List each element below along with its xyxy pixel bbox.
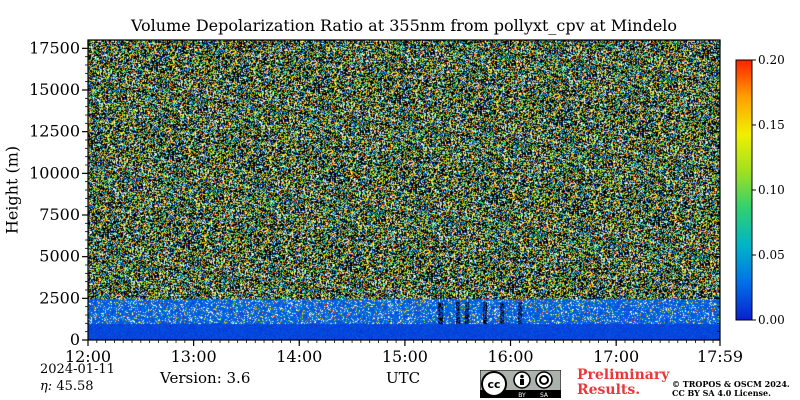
- x-tick-label: 17:59: [697, 347, 743, 366]
- colorbar-tick-label: 0.00: [758, 313, 785, 327]
- version-label: Version: 3.6: [160, 369, 251, 387]
- colorbar-tick-label: 0.10: [758, 183, 785, 197]
- colorbar-tick-label: 0.20: [758, 53, 785, 67]
- y-tick-label: 12500: [29, 122, 80, 141]
- x-tick-label: 14:00: [276, 347, 322, 366]
- cc-icon: [481, 371, 507, 397]
- heatmap: [88, 40, 720, 340]
- copyright-line-2: CC BY SA 4.0 License.: [672, 388, 771, 398]
- sa-icon: [535, 371, 553, 389]
- sa-text: SA: [540, 392, 549, 398]
- x-axis-label: UTC: [386, 369, 421, 387]
- y-axis-label: Height (m): [2, 145, 22, 235]
- y-axis: 0 2500 5000 7500 10000 12500 15000 17500: [29, 38, 720, 349]
- cc-text: cc: [487, 378, 500, 391]
- x-tick-label: 17:00: [593, 347, 639, 366]
- x-tick-label: 15:00: [382, 347, 428, 366]
- preliminary-notice: Preliminary Results.: [577, 368, 669, 398]
- y-tick-label: 2500: [39, 288, 80, 307]
- eta-value: 45.58: [56, 379, 94, 394]
- chart-title: Volume Depolarization Ratio at 355nm fro…: [130, 16, 678, 35]
- colorbar: 0.00 0.05 0.10 0.15 0.20: [735, 53, 785, 327]
- y-tick-label: 17500: [29, 38, 80, 57]
- preliminary-line-1: Preliminary: [577, 367, 670, 383]
- y-tick-label: 5000: [39, 247, 80, 266]
- y-tick-label: 7500: [39, 205, 80, 224]
- colorbar-gradient: [735, 59, 753, 321]
- x-tick-label: 13:00: [171, 347, 217, 366]
- eta-label: η: 45.58: [40, 379, 94, 394]
- heatmap-image: [88, 40, 720, 340]
- y-tick-label: 0: [70, 330, 80, 349]
- y-tick-label: 15000: [29, 80, 80, 99]
- x-tick-label: 12:00: [65, 347, 111, 366]
- x-axis: 12:00 13:00 14:00 15:00 16:00 17:00 17:59: [65, 40, 743, 366]
- eta-symbol: η:: [40, 379, 53, 394]
- copyright-notice: © TROPOS & OSCM 2024. CC BY SA 4.0 Licen…: [672, 380, 790, 398]
- x-tick-label: 16:00: [487, 347, 533, 366]
- copyright-line-1: © TROPOS & OSCM 2024.: [672, 379, 790, 389]
- cc-by-sa-badge: cc BY SA: [480, 370, 561, 398]
- date-label: 2024-01-11: [40, 362, 115, 377]
- y-tick-label: 10000: [29, 163, 80, 182]
- colorbar-tick-label: 0.15: [758, 118, 785, 132]
- colorbar-tick-label: 0.05: [758, 248, 785, 262]
- by-text: BY: [518, 392, 526, 398]
- preliminary-line-2: Results.: [577, 382, 641, 398]
